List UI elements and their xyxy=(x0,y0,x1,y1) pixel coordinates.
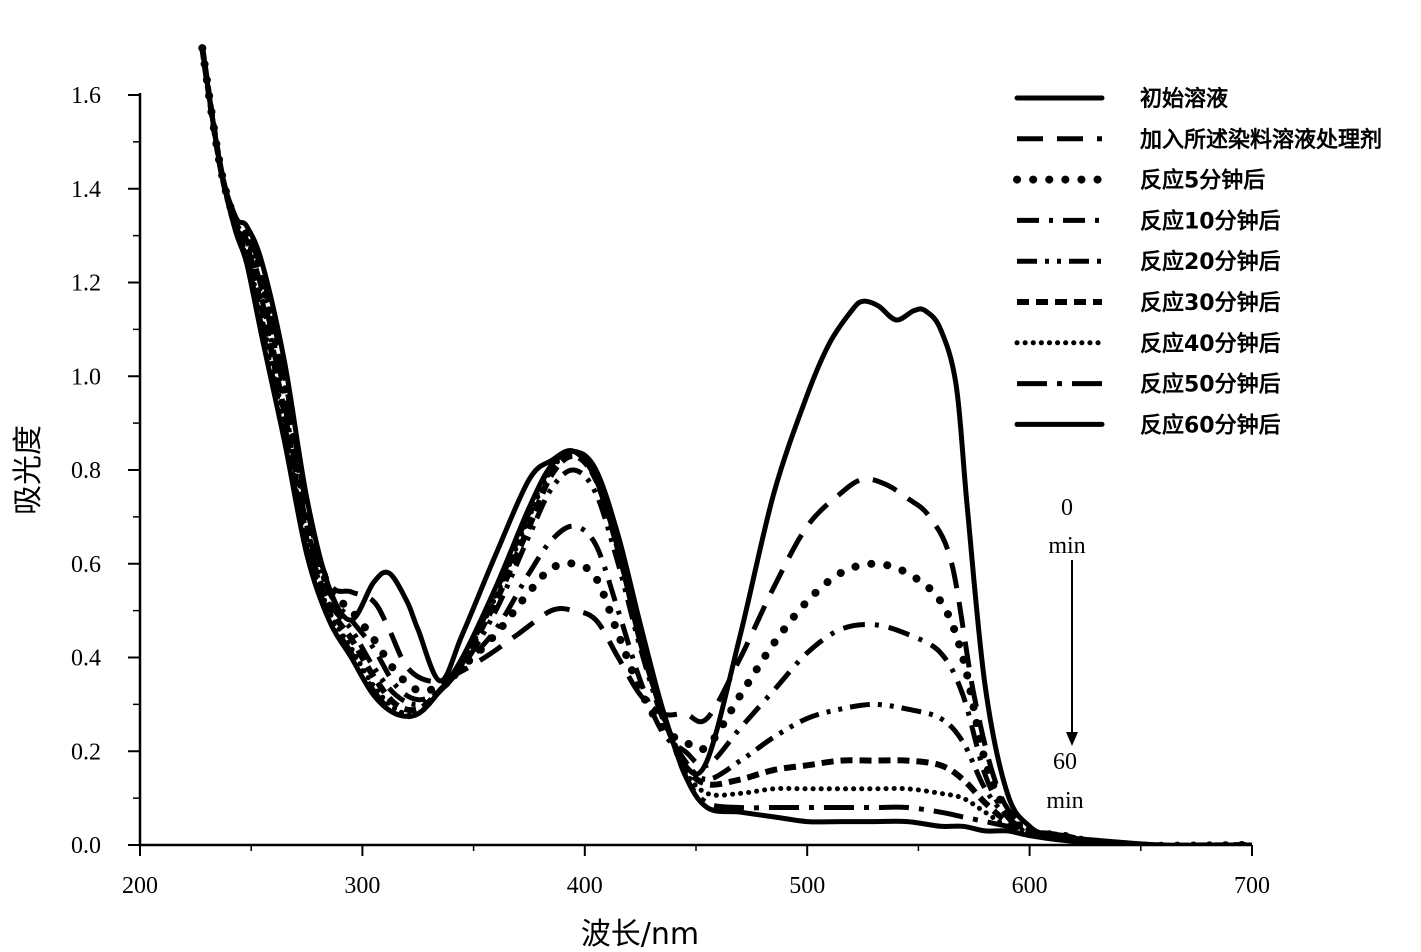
annotation-start-value: 0 xyxy=(1061,495,1073,521)
series-group xyxy=(198,44,1252,845)
x-tick-label: 400 xyxy=(567,873,603,899)
y-tick-label: 1.0 xyxy=(71,364,101,390)
x-tick-label: 700 xyxy=(1234,873,1270,899)
y-tick-label: 0.2 xyxy=(71,739,101,765)
y-axis-title: 吸光度 xyxy=(11,425,46,515)
legend-label-5: 反应20分钟后 xyxy=(1140,249,1281,275)
legend: 初始溶液加入所述染料溶液处理剂反应5分钟后反应10分钟后反应20分钟后反应30分… xyxy=(1013,86,1382,438)
series-line-5 xyxy=(199,47,1252,845)
y-tick-label: 1.2 xyxy=(71,271,101,297)
legend-label-6: 反应30分钟后 xyxy=(1140,290,1281,316)
x-tick-label: 200 xyxy=(122,873,158,899)
legend-label-9: 反应60分钟后 xyxy=(1140,412,1281,438)
series-line-7 xyxy=(199,45,1252,845)
series-line-4 xyxy=(199,47,1252,845)
axes xyxy=(138,93,1252,847)
y-tick-label: 0.6 xyxy=(71,552,101,578)
annotation-end-unit: min xyxy=(1046,788,1083,814)
x-tick-label: 300 xyxy=(344,873,380,899)
annotation-start-unit: min xyxy=(1048,533,1085,559)
annotation-end-value: 60 xyxy=(1053,749,1077,775)
x-tick-label: 600 xyxy=(1012,873,1048,899)
tick-labels: 200 300 400 500 600 7000.00.20.40.60.81.01.21… xyxy=(71,83,1270,899)
x-tick-label: 500 xyxy=(789,873,825,899)
legend-label-4: 反应10分钟后 xyxy=(1140,208,1281,234)
series-line-2 xyxy=(199,47,1252,845)
x-axis-title: 波长/nm xyxy=(581,917,699,952)
y-tick-label: 0.4 xyxy=(71,646,101,672)
series-line-3 xyxy=(198,44,1252,845)
y-tick-label: 0.8 xyxy=(71,458,101,484)
series-line-1 xyxy=(199,45,1252,845)
y-tick-label: 1.4 xyxy=(71,177,101,203)
time-arrow-head xyxy=(1066,732,1078,746)
legend-label-8: 反应50分钟后 xyxy=(1140,372,1281,398)
series-line-8 xyxy=(199,47,1252,845)
series-line-9 xyxy=(199,45,1252,845)
time-annotation: 0 min 60 min xyxy=(1046,495,1085,814)
legend-label-2: 加入所述染料溶液处理剂 xyxy=(1139,127,1382,153)
ticks xyxy=(128,94,1253,856)
y-tick-label: 1.6 xyxy=(71,83,101,109)
legend-label-1: 初始溶液 xyxy=(1140,86,1228,112)
legend-label-7: 反应40分钟后 xyxy=(1140,331,1281,357)
y-tick-label: 0.0 xyxy=(71,833,101,859)
legend-label-3: 反应5分钟后 xyxy=(1140,168,1265,194)
series-line-6 xyxy=(199,47,1252,845)
